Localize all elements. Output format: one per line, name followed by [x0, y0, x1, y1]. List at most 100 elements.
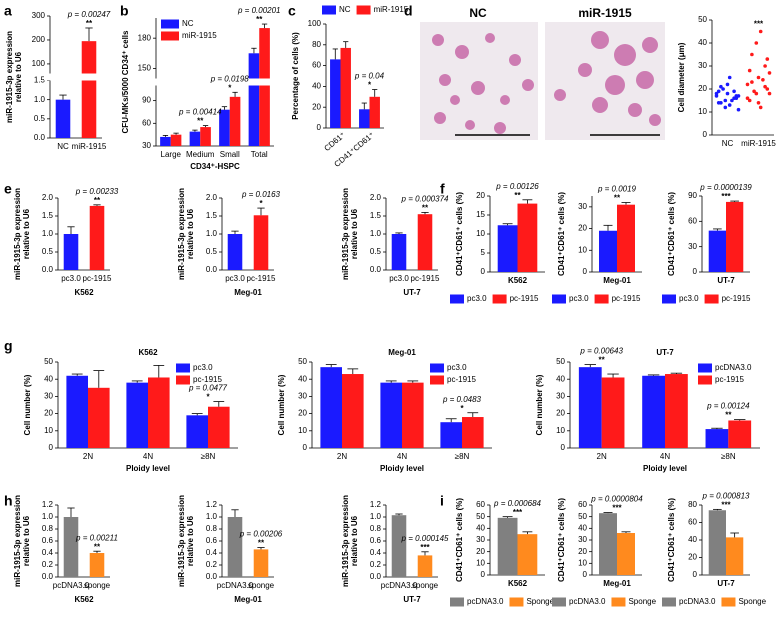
y-tick-label: 40	[44, 374, 53, 383]
p-value: p = 0.000374	[401, 195, 449, 204]
legend-swatch	[662, 294, 676, 304]
y-axis-label: miR-1915-3p expression	[13, 188, 22, 280]
bar	[89, 553, 105, 577]
x-tick-label: Medium	[186, 150, 215, 159]
error-bar	[621, 202, 631, 205]
error-bar	[343, 41, 349, 48]
panel-label: d	[404, 3, 413, 19]
p-value: p = 0.0019	[597, 185, 637, 194]
y-tick-label: 0.0	[34, 133, 46, 142]
p-value: p = 0.000684	[493, 499, 541, 508]
x-axis-label: CD34⁺-HSPC	[190, 162, 240, 171]
bar	[200, 127, 211, 146]
bar	[599, 230, 617, 272]
y-tick-label: 0.5	[42, 247, 54, 256]
bar	[320, 367, 342, 448]
point	[734, 94, 739, 98]
error-bar	[231, 509, 239, 517]
legend: pcDNA3.0 pc-1915	[698, 363, 752, 385]
point	[756, 75, 761, 80]
legend-label: miR-1915	[182, 31, 217, 40]
point	[756, 101, 761, 105]
legend-label: pcDNA3.0	[679, 597, 716, 606]
y-tick-label: 20	[476, 191, 485, 200]
bar	[253, 215, 269, 270]
legend-swatch	[552, 294, 566, 304]
x-tick-label: ≥8N	[455, 452, 470, 461]
y-tick-label: 100	[308, 19, 322, 28]
legend-label: pc-1915	[447, 375, 476, 384]
x-tick-label: UT-7	[717, 276, 735, 285]
significance: **	[599, 356, 606, 365]
y-tick-label: 60	[142, 118, 151, 127]
bar	[189, 131, 201, 146]
y-tick-label: 0	[481, 267, 486, 276]
micrograph-label: NC	[469, 6, 487, 20]
error-bar	[713, 228, 722, 231]
chart-title: Meg-01	[388, 348, 416, 357]
error-bar	[522, 531, 533, 535]
bar	[462, 417, 484, 448]
y-tick-label: 0.4	[206, 548, 218, 557]
x-tick-label: miR-1915	[741, 139, 776, 148]
point	[754, 91, 759, 96]
point	[723, 98, 728, 103]
error-bar	[202, 125, 209, 128]
bar	[81, 41, 97, 138]
y-tick-label: 0	[317, 123, 322, 132]
legend-swatch	[662, 597, 676, 607]
y-tick-label: 60	[688, 518, 697, 527]
x-tick-label: Small	[220, 150, 240, 159]
point	[725, 82, 730, 87]
bar	[63, 517, 79, 577]
bar	[402, 382, 424, 448]
bar	[208, 406, 230, 448]
bar	[369, 96, 380, 128]
legend-swatch	[611, 597, 626, 607]
point	[747, 68, 752, 73]
y-tick-label: 40	[476, 523, 485, 532]
y-tick-label: 15	[476, 210, 485, 219]
error-bar	[445, 418, 457, 423]
y-tick-label: 0	[49, 443, 54, 452]
bar	[708, 230, 726, 272]
error-bar	[85, 27, 93, 42]
y-axis-label: miR-1915-3p expression	[177, 188, 186, 280]
y-tick-label: 50	[556, 357, 565, 366]
micrograph-label: miR-1915	[578, 6, 632, 20]
bar	[126, 382, 148, 448]
legend: NC miR-1915	[322, 5, 409, 15]
significance: **	[514, 191, 521, 200]
y-tick-label: 30	[688, 242, 697, 251]
significance: *	[460, 404, 464, 413]
y-tick-label: 200	[32, 35, 46, 44]
bar	[160, 136, 171, 146]
legend-label: miR-1915	[374, 5, 409, 14]
y-axis-label: relative to U6	[14, 51, 23, 102]
bar	[170, 134, 182, 146]
error-bar	[93, 370, 105, 388]
error-bar	[372, 89, 378, 97]
legend-label: pc-1915	[722, 294, 751, 303]
x-tick-label: Meg-01	[603, 276, 631, 285]
point	[765, 87, 770, 91]
point	[767, 91, 772, 96]
legend-swatch	[552, 597, 566, 607]
y-tick-label: 2.0	[206, 193, 218, 202]
error-bar	[347, 368, 359, 375]
bar	[665, 374, 688, 448]
bar	[330, 59, 341, 128]
y-tick-label: 20	[312, 102, 321, 111]
x-tick-label: UT-7	[717, 579, 735, 588]
legend-swatch	[161, 19, 179, 29]
p-value: p = 0.00126	[495, 182, 539, 191]
y-tick-label: 50	[578, 512, 587, 521]
y-tick-label: 10	[44, 426, 53, 435]
y-tick-label: 0.8	[206, 524, 218, 533]
x-tick-label: pcDNA3.0	[217, 581, 254, 590]
x-tick-label: pc-1915	[247, 274, 276, 283]
y-tick-label: 30	[476, 535, 485, 544]
significance: *	[228, 83, 232, 92]
significance: *	[206, 393, 210, 402]
